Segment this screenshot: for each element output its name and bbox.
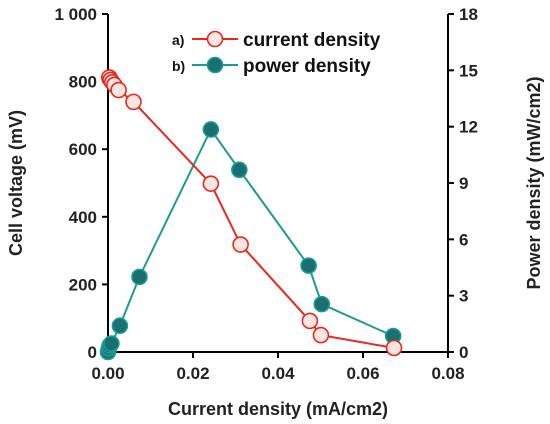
power-density-point [313,295,331,313]
left-y-tick-label: 1 000 [54,5,97,24]
x-tick-label: 0.02 [176,364,209,383]
current-density-line [108,77,395,349]
right-y-tick-label: 6 [459,230,468,249]
power-density-line [107,127,394,353]
power-density-point [103,335,120,352]
x-axis-title: Current density (mA/cm2) [168,399,388,419]
left-y-tick-label: 0 [88,343,97,362]
x-tick-label: 0.08 [431,364,464,383]
right-y-tick-label: 0 [459,343,468,362]
current-density-point [125,93,142,111]
left-y-tick-label: 400 [69,208,97,227]
legend-marker-power-density [206,56,224,74]
right-y-tick-label: 3 [459,287,468,306]
legend-prefix-b: b) [172,58,185,74]
current-density-point [301,312,319,330]
series-current-density [100,69,403,357]
right-y-tick-label: 15 [459,61,478,80]
legend-label-current-density: current density [243,30,381,51]
left-y-axis-title: Cell voltage (mV) [6,110,26,256]
legend-item-current-density: a) current density [172,30,381,51]
legend-prefix-a: a) [172,32,184,48]
current-density-point [385,339,403,357]
current-density-point [312,326,330,344]
legend-item-power-density: b) power density [172,56,371,77]
left-y-tick-label: 800 [69,73,97,92]
power-density-point [202,121,220,138]
right-y-tick-label: 12 [459,118,478,137]
right-y-tick-label: 18 [459,5,478,24]
legend-label-power-density: power density [243,56,371,77]
power-density-point [300,257,317,274]
power-density-point [111,317,129,335]
x-tick-label: 0.06 [346,364,379,383]
left-y-tick-label: 200 [69,275,97,294]
series-power-density [99,121,402,361]
legend-marker-current-density [206,30,224,48]
left-y-tick-label: 600 [69,140,97,159]
current-density-point [110,81,127,99]
x-tick-label: 0.04 [261,364,295,383]
power-density-point [131,268,148,286]
x-tick-label: 0.00 [91,364,124,383]
legend: a) current density b) power density [172,30,381,77]
right-y-axis-title: Power density (mW/cm2) [524,76,544,289]
power-density-point [231,161,248,179]
axis-tick-labels: 0.00 0.02 0.04 0.06 0.08 0 200 400 600 800 1 000 0 3… [54,5,477,383]
right-y-tick-label: 9 [459,174,468,193]
current-density-point [202,175,220,192]
current-density-point [232,236,249,253]
